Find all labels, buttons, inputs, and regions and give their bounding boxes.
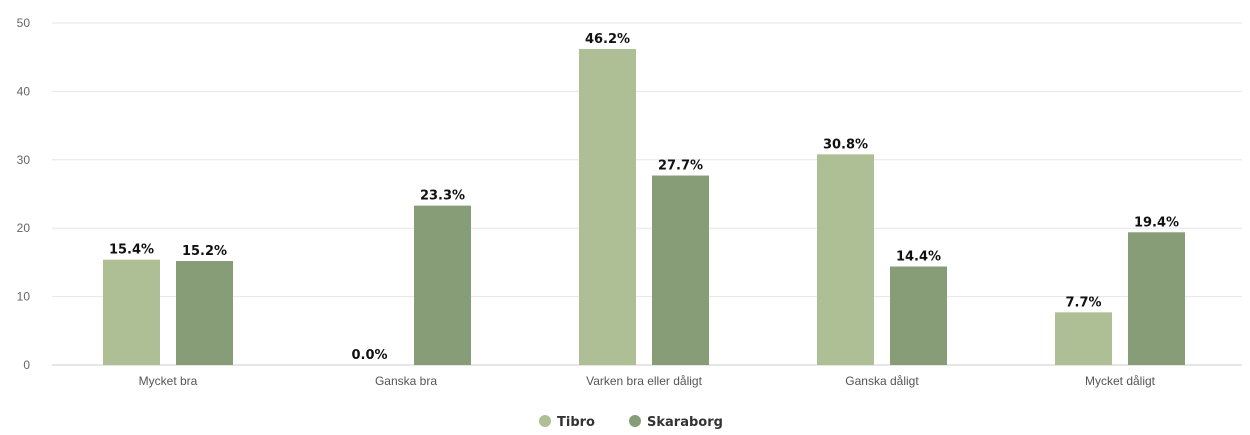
bar-skaraborg-2[interactable] xyxy=(652,175,709,365)
bar-skaraborg-3[interactable] xyxy=(890,266,947,365)
data-label: 19.4% xyxy=(1134,215,1179,230)
legend-marker xyxy=(539,415,551,427)
legend[interactable]: Tibro Skaraborg xyxy=(539,415,723,430)
x-tick-label: Ganska dåligt xyxy=(845,374,919,388)
x-tick-label: Varken bra eller dåligt xyxy=(586,374,703,388)
bar-skaraborg-0[interactable] xyxy=(176,261,233,365)
bar-tibro-4[interactable] xyxy=(1055,312,1112,365)
y-axis-ticks: 0 10 20 30 40 50 xyxy=(17,16,31,372)
bars xyxy=(103,48,1185,365)
y-tick-label: 50 xyxy=(17,16,31,30)
bar-tibro-3[interactable] xyxy=(817,154,874,365)
data-label: 15.4% xyxy=(109,243,154,258)
y-tick-label: 30 xyxy=(17,153,31,167)
data-labels: 15.4% 15.2% 0.0% 23.3% 46.2% 27.7% 30.8% 14.4% 7… xyxy=(109,32,1179,363)
x-tick-label: Mycket bra xyxy=(139,374,198,388)
x-axis-ticks: Mycket bra Ganska bra Varken bra eller dål… xyxy=(139,374,1156,388)
bar-skaraborg-1[interactable] xyxy=(414,205,471,365)
x-tick-label: Ganska bra xyxy=(375,374,437,388)
bar-skaraborg-4[interactable] xyxy=(1128,232,1185,365)
legend-marker xyxy=(629,415,641,427)
data-label: 30.8% xyxy=(823,137,868,152)
legend-item-skaraborg[interactable]: Skaraborg xyxy=(629,415,723,430)
data-label: 14.4% xyxy=(896,250,941,265)
bar-tibro-2[interactable] xyxy=(579,48,636,365)
data-label: 23.3% xyxy=(420,189,465,204)
legend-label: Skaraborg xyxy=(647,415,723,430)
y-tick-label: 20 xyxy=(17,221,31,235)
grid xyxy=(52,22,1242,366)
legend-item-tibro[interactable]: Tibro xyxy=(539,415,595,430)
y-tick-label: 10 xyxy=(17,290,31,304)
data-label: 15.2% xyxy=(182,244,227,259)
data-label: 27.7% xyxy=(658,159,703,174)
bar-tibro-0[interactable] xyxy=(103,259,160,365)
data-label: 0.0% xyxy=(351,348,387,363)
y-tick-label: 0 xyxy=(23,358,30,372)
y-tick-label: 40 xyxy=(17,84,31,98)
x-tick-label: Mycket dåligt xyxy=(1085,374,1156,388)
data-label: 7.7% xyxy=(1065,295,1101,310)
legend-label: Tibro xyxy=(557,415,595,430)
data-label: 46.2% xyxy=(585,32,630,47)
